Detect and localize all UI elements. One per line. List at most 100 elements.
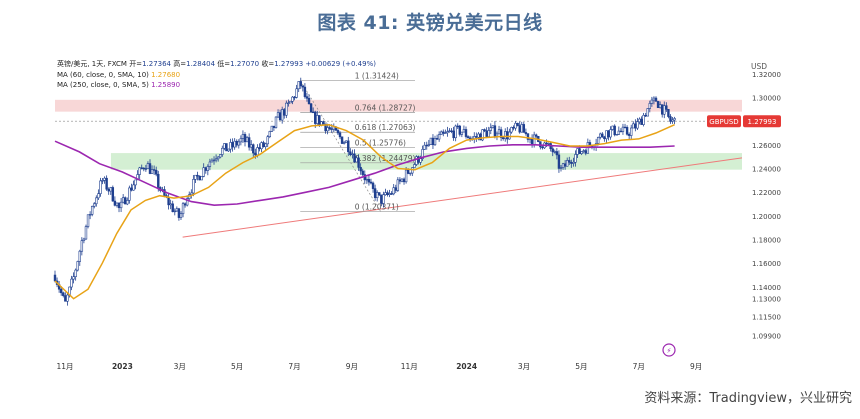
candle xyxy=(99,180,102,194)
candle xyxy=(421,149,424,159)
candle xyxy=(175,208,179,212)
candle xyxy=(402,178,406,183)
candle xyxy=(177,208,181,218)
y-tick-label: 1.26000 xyxy=(752,142,781,150)
candle xyxy=(256,147,259,156)
candle xyxy=(388,193,391,195)
candle xyxy=(111,187,115,202)
candle xyxy=(483,129,486,132)
support-zone xyxy=(110,153,742,170)
candle xyxy=(103,177,106,181)
candle xyxy=(126,200,129,205)
candle xyxy=(386,192,389,195)
candle xyxy=(78,250,81,262)
candle xyxy=(563,163,567,167)
candle xyxy=(392,187,395,195)
candle xyxy=(212,159,216,162)
candle xyxy=(287,102,290,104)
candle xyxy=(481,129,484,141)
fib-level-label: 0 (1.20371) xyxy=(355,202,399,211)
candle xyxy=(95,197,98,205)
candle xyxy=(86,214,90,227)
candle xyxy=(617,130,621,135)
candle xyxy=(673,118,676,121)
candle xyxy=(425,144,428,147)
candle xyxy=(650,99,654,104)
candle xyxy=(291,96,294,102)
candle xyxy=(258,147,261,150)
lightning-glyph: ⚡ xyxy=(667,347,672,355)
candle xyxy=(314,111,317,124)
candle xyxy=(82,238,86,241)
candle xyxy=(318,115,321,125)
candle xyxy=(59,288,63,294)
candle xyxy=(582,150,585,152)
candle xyxy=(545,142,548,145)
candle xyxy=(347,140,350,153)
y-tick-label: 1.32000 xyxy=(752,71,781,79)
fib-level-label: 0.5 (1.25776) xyxy=(355,138,406,147)
y-tick-label: 1.09900 xyxy=(752,332,781,340)
y-axis-unit: USD xyxy=(751,62,767,71)
candle xyxy=(431,137,435,146)
candle xyxy=(621,126,625,132)
price-tag-symbol: GBPUSD xyxy=(709,118,738,126)
gbpusd-daily-chart[interactable]: 1 (1.31424) 0.764 (1.28727) 0.618 (1.27063… xyxy=(0,0,860,380)
candle xyxy=(551,148,554,153)
candle xyxy=(250,144,253,148)
candle xyxy=(239,138,243,143)
candle xyxy=(365,178,369,181)
candle xyxy=(398,179,402,182)
candle xyxy=(283,109,286,116)
candle xyxy=(520,124,523,133)
candle xyxy=(561,163,565,168)
candle xyxy=(305,96,309,99)
candle xyxy=(247,137,251,148)
candle xyxy=(609,129,612,138)
candle xyxy=(132,184,135,191)
candle xyxy=(367,178,371,183)
candle xyxy=(223,143,226,149)
candle xyxy=(138,167,141,175)
candle xyxy=(646,108,649,117)
lightning-icon[interactable] xyxy=(662,343,676,357)
x-tick-label: 9月 xyxy=(346,362,358,371)
candle xyxy=(475,136,478,138)
y-tick-label: 1.30000 xyxy=(752,94,781,102)
candle xyxy=(630,127,633,136)
candle xyxy=(530,138,534,145)
y-tick-label: 1.22000 xyxy=(752,189,781,197)
candle xyxy=(665,105,668,110)
candle xyxy=(221,147,224,155)
candle xyxy=(210,159,214,163)
y-tick-label: 1.13000 xyxy=(752,296,781,304)
candle xyxy=(235,140,238,146)
candle xyxy=(406,169,410,174)
candle xyxy=(355,157,358,163)
candle xyxy=(613,125,616,136)
candle xyxy=(150,169,154,174)
price-tag-symbol-box xyxy=(707,115,741,128)
candle xyxy=(316,115,319,124)
candle xyxy=(409,172,412,175)
candle xyxy=(72,276,75,280)
candle xyxy=(202,167,205,177)
candle xyxy=(555,151,559,156)
candle xyxy=(295,88,298,98)
candle xyxy=(627,133,631,136)
candle xyxy=(429,137,433,145)
candle xyxy=(512,127,515,129)
candle xyxy=(268,131,271,137)
candle xyxy=(216,156,220,160)
candle xyxy=(568,160,571,163)
candle xyxy=(353,153,356,163)
candle xyxy=(181,203,185,215)
fib-level-label: 1 (1.31424) xyxy=(355,72,399,81)
candle xyxy=(241,134,245,139)
candle xyxy=(440,131,443,135)
fib-level-label: 0.618 (1.27063) xyxy=(355,123,416,132)
candle xyxy=(516,122,519,126)
candle xyxy=(262,142,265,148)
candle xyxy=(76,261,79,271)
candle xyxy=(644,114,647,117)
